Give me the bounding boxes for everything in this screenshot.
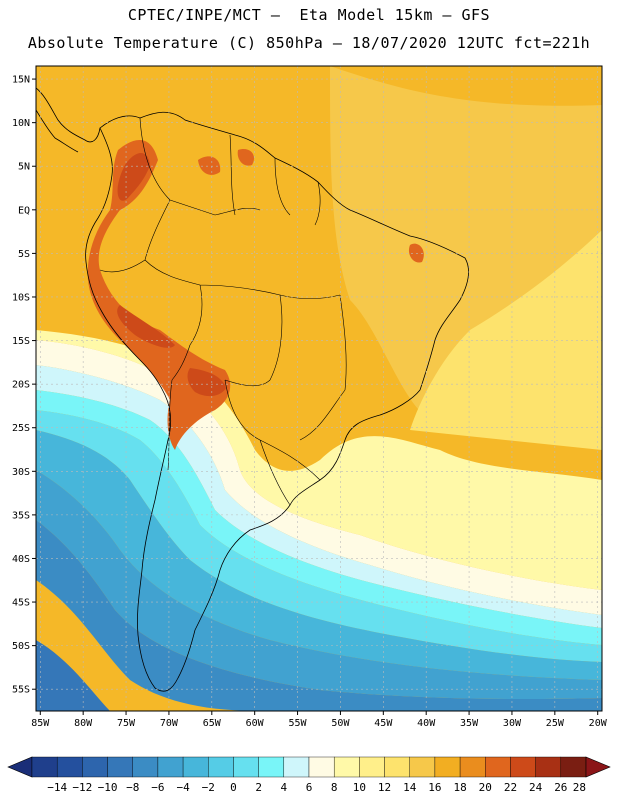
lat-label: 40S [12,554,30,565]
colorbar-label: 4 [281,781,288,794]
graticule [36,66,602,711]
temperature-map: 15N 10N 5N EQ 5S 10S 15S 20S 25S 30S 35S 40S 45S 50S 5… [12,65,608,729]
map-frame [35,65,603,712]
field-aqua-band [36,390,602,645]
colorbar-over-arrow [585,756,611,778]
south-america-coastline [85,111,470,692]
lon-label: 20W [589,718,608,729]
lon-label: 75W [117,718,136,729]
colorbar-labels: −14 −12 −10 −8 −6 −4 −2 0 2 4 6 8 10 12 14 16 18 20 22 24 26… [47,781,586,794]
lon-label: 45W [374,718,393,729]
field-pale-yellow-band [36,330,602,590]
colorbar-label: 18 [453,781,466,794]
colorbar-label: 26 [554,781,567,794]
colorbar-box [359,756,385,778]
colorbar-label: 6 [306,781,313,794]
colorbar-box [56,756,83,778]
colorbar-box [409,756,436,778]
lat-label: 15S [12,336,30,347]
colorbar-box [560,756,587,778]
colorbar-box [157,756,184,778]
country-borders [99,117,347,506]
colorbar-label: 10 [353,781,366,794]
lon-label: 85W [31,718,50,729]
lon-label: 25W [546,718,565,729]
lat-label: 45S [12,598,30,609]
latitude-labels: 15N 10N 5N EQ 5S 10S 15S 20S 25S 30S 35S 40S 45S 50S 5… [12,75,36,696]
chart-title: CPTEC/INPE/MCT – Eta Model 15km – GFS [127,6,491,24]
lat-label: 30S [12,467,30,478]
temperature-field [36,66,602,711]
colorbar-box [107,756,133,778]
lat-label: 5N [18,162,30,173]
lon-label: 80W [74,718,93,729]
colorbar-box [132,756,159,778]
colorbar-label: 0 [230,781,237,794]
colorbar-box [208,756,234,778]
colorbar-label: 20 [479,781,492,794]
colorbar-label: 8 [331,781,338,794]
lat-label: 55S [12,685,30,696]
lon-label: 40W [417,718,436,729]
lon-label: 65W [203,718,222,729]
colorbar-boxes [31,756,587,778]
lon-label: 30W [503,718,522,729]
lat-label: 25S [12,423,30,434]
lat-label: EQ [18,205,30,216]
colorbar-under-arrow [7,756,33,778]
colorbar-label: 16 [428,781,441,794]
colorbar-box [82,756,108,778]
central-america-coastline [36,87,101,153]
field-blue1-zone [36,470,602,700]
colorbar-box [485,756,511,778]
colorbar-label: 12 [378,781,391,794]
field-sky-zone [36,430,602,680]
colorbar-label: −8 [126,781,139,794]
lon-label: 35W [460,718,479,729]
colorbar-label: 2 [255,781,262,794]
longitude-labels: 85W 80W 75W 70W 65W 60W 55W 50W 45W 40W 35W 30W 25W 2… [31,711,608,729]
colorbar-box [233,756,259,778]
colorbar-label: −4 [176,781,190,794]
lat-label: 5S [18,249,30,260]
lon-label: 50W [331,718,350,729]
colorbar-box [434,756,461,778]
colorbar: −14 −12 −10 −8 −6 −4 −2 0 2 4 6 8 10 12 14 16 18 20 22 24 26… [7,756,611,794]
colorbar-label: 22 [504,781,517,794]
field-yellow-east [410,230,602,450]
colorbar-label: −2 [202,781,215,794]
lon-label: 55W [289,718,308,729]
lat-label: 20S [12,380,30,391]
lat-label: 35S [12,510,30,521]
colorbar-label: −14 [47,781,67,794]
colorbar-box [283,756,310,778]
colorbar-box [384,756,410,778]
field-blue2-zone [36,520,602,711]
lon-label: 70W [160,718,179,729]
colorbar-box [31,756,58,778]
colorbar-box [535,756,562,778]
colorbar-label: −12 [72,781,92,794]
colorbar-label: −6 [151,781,164,794]
chart-subtitle: Absolute Temperature (C) 850hPa – 18/07/… [27,34,591,52]
colorbar-box [308,756,335,778]
colorbar-label: 24 [529,781,543,794]
colorbar-box [459,756,486,778]
colorbar-label: 14 [403,781,417,794]
colorbar-box [258,756,285,778]
lon-label: 60W [246,718,265,729]
lat-label: 50S [12,641,30,652]
field-cyan-zone [36,410,602,662]
lat-label: 10S [12,292,30,303]
field-andes-hot [117,152,226,397]
field-blue3-patch [36,640,110,711]
colorbar-label: 28 [573,781,586,794]
colorbar-label: −10 [98,781,118,794]
colorbar-box [182,756,209,778]
lat-label: 10N [12,118,30,129]
colorbar-box [510,756,536,778]
lat-label: 15N [12,75,30,86]
colorbar-box [333,756,360,778]
coastlines-borders [36,87,470,692]
